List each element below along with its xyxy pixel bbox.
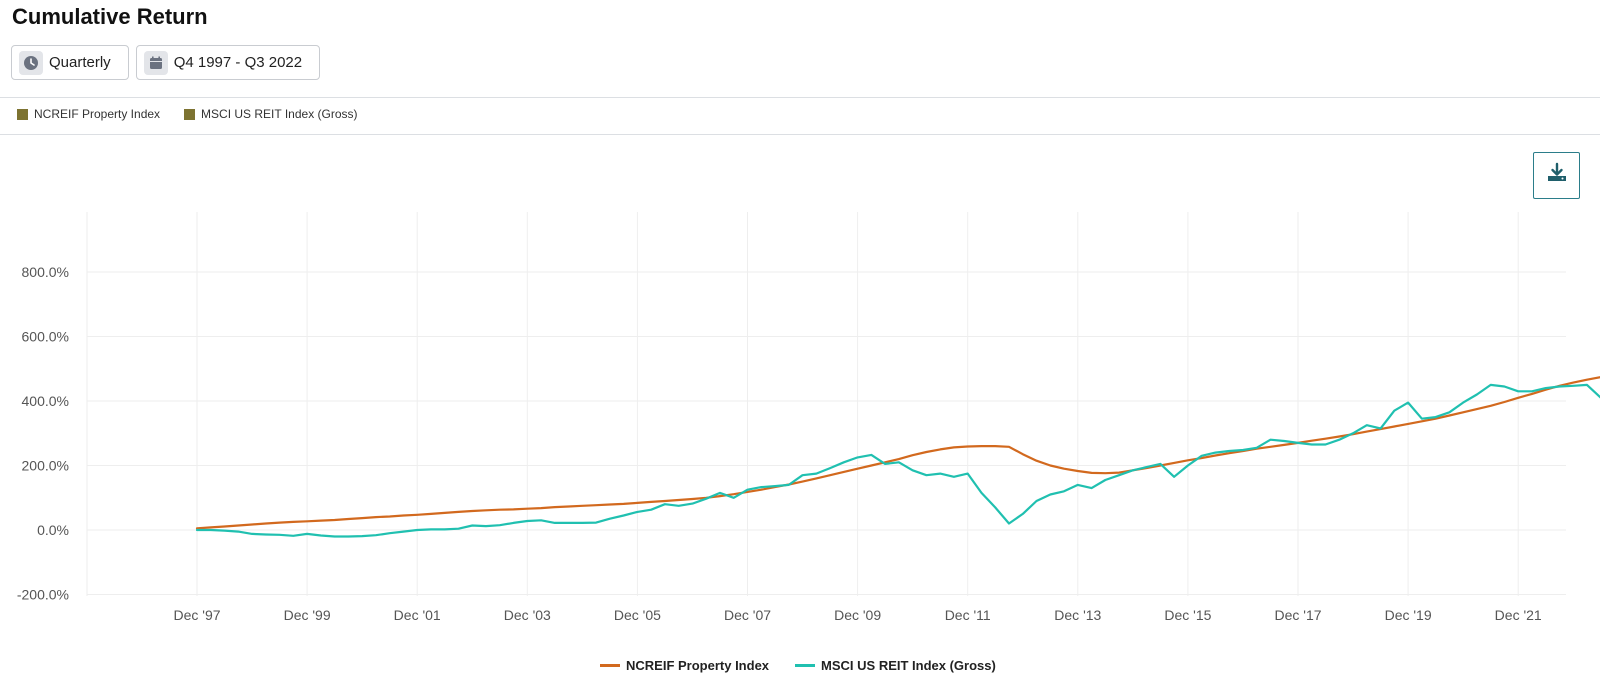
legend-item-ncreif[interactable]: NCREIF Property Index [17, 107, 160, 121]
legend-item-ncreif[interactable]: NCREIF Property Index [600, 658, 769, 673]
y-tick-label: 600.0% [22, 329, 69, 345]
legend-label: MSCI US REIT Index (Gross) [821, 658, 996, 673]
download-button[interactable] [1533, 152, 1580, 199]
x-tick-label: Dec '13 [1054, 607, 1101, 623]
x-tick-label: Dec '05 [614, 607, 661, 623]
download-icon [1545, 161, 1569, 190]
x-tick-label: Dec '19 [1385, 607, 1432, 623]
y-tick-label: 400.0% [22, 393, 69, 409]
legend-line [795, 664, 816, 667]
chart-toolbar: Quarterly Q4 1997 - Q3 2022 [11, 45, 321, 80]
x-tick-label: Dec '11 [945, 607, 991, 623]
y-tick-label: 200.0% [22, 458, 69, 474]
date-range-button[interactable]: Q4 1997 - Q3 2022 [135, 45, 321, 80]
x-tick-label: Dec '97 [173, 607, 220, 623]
date-range-label: Q4 1997 - Q3 2022 [173, 54, 303, 71]
x-tick-label: Dec '15 [1164, 607, 1211, 623]
divider [0, 134, 1600, 135]
legend-label: MSCI US REIT Index (Gross) [201, 107, 358, 121]
legend-item-msci[interactable]: MSCI US REIT Index (Gross) [184, 107, 358, 121]
y-tick-label: 800.0% [22, 264, 69, 280]
frequency-button[interactable]: Quarterly [11, 45, 129, 80]
calendar-icon [143, 50, 168, 75]
divider [0, 97, 1600, 98]
legend-item-msci[interactable]: MSCI US REIT Index (Gross) [795, 658, 996, 673]
legend-swatch [17, 108, 28, 120]
x-tick-label: Dec '03 [504, 607, 551, 623]
y-tick-label: -200.0% [17, 587, 69, 603]
series-legend-top: NCREIF Property Index MSCI US REIT Index… [17, 107, 358, 121]
x-tick-label: Dec '07 [724, 607, 771, 623]
legend-line [600, 664, 620, 667]
y-tick-label: 0.0% [37, 522, 69, 538]
series-line-ncreif [195, 376, 1600, 530]
series-line-msci [195, 383, 1600, 538]
x-tick-label: Dec '09 [834, 607, 881, 623]
x-tick-label: Dec '99 [284, 607, 331, 623]
legend-swatch [184, 108, 196, 120]
frequency-label: Quarterly [49, 54, 111, 71]
legend-label: NCREIF Property Index [34, 107, 161, 121]
legend-label: NCREIF Property Index [626, 658, 770, 673]
x-tick-label: Dec '17 [1274, 607, 1321, 623]
x-tick-label: Dec '21 [1495, 607, 1542, 623]
series-legend-bottom: NCREIF Property Index MSCI US REIT Index… [600, 658, 996, 673]
page-title: Cumulative Return [12, 4, 208, 29]
clock-icon [19, 50, 43, 75]
x-tick-label: Dec '01 [394, 607, 441, 623]
